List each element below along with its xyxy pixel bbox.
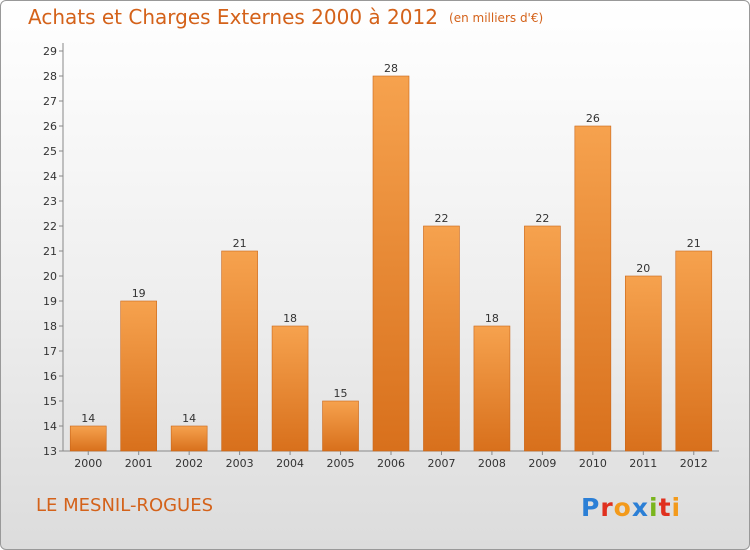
bar-value-label: 22 <box>535 212 549 225</box>
x-tick-label: 2010 <box>579 457 607 470</box>
bar-value-label: 26 <box>586 112 600 125</box>
bar <box>372 75 410 452</box>
y-tick-label: 15 <box>43 395 57 408</box>
commune-name: LE MESNIL-ROGUES <box>36 495 214 516</box>
y-tick-label: 23 <box>43 195 57 208</box>
y-tick-label: 14 <box>43 420 57 433</box>
y-tick-label: 25 <box>43 145 57 158</box>
bar-value-label: 21 <box>233 237 247 250</box>
bar-value-label: 19 <box>132 287 146 300</box>
bar-value-label: 18 <box>283 312 297 325</box>
bar-value-label: 20 <box>636 262 650 275</box>
logo-letter: o <box>613 493 632 522</box>
bar-value-label: 21 <box>687 237 701 250</box>
y-tick-label: 16 <box>43 370 57 383</box>
y-tick-label: 13 <box>43 445 57 458</box>
x-tick-label: 2011 <box>629 457 657 470</box>
bar <box>221 250 258 452</box>
bar-value-label: 15 <box>334 387 348 400</box>
y-tick-label: 24 <box>43 170 57 183</box>
x-tick-label: 2007 <box>427 457 455 470</box>
bar <box>625 275 662 452</box>
x-tick-label: 2005 <box>327 457 355 470</box>
proxiti-logo: Proxiti <box>581 493 681 522</box>
x-tick-label: 2003 <box>226 457 254 470</box>
bar <box>69 425 107 452</box>
logo-letter: x <box>631 493 649 522</box>
chart-title-unit: (en milliers d'€) <box>449 11 544 25</box>
logo-letter: t <box>658 493 672 522</box>
bar <box>675 250 713 452</box>
x-tick-label: 2009 <box>528 457 556 470</box>
bar <box>170 425 208 452</box>
x-tick-label: 2002 <box>175 457 203 470</box>
logo-letter: i <box>649 493 659 522</box>
x-tick-label: 2006 <box>377 457 405 470</box>
bar <box>120 300 157 452</box>
y-tick-label: 29 <box>43 45 57 58</box>
y-tick-label: 18 <box>43 320 57 333</box>
y-tick-label: 26 <box>43 120 57 133</box>
bar <box>473 325 511 452</box>
x-tick-label: 2004 <box>276 457 304 470</box>
x-tick-label: 2012 <box>680 457 708 470</box>
bar-value-label: 14 <box>81 412 95 425</box>
y-tick-label: 20 <box>43 270 57 283</box>
bar <box>423 225 460 452</box>
bar-value-label: 18 <box>485 312 499 325</box>
bar-value-label: 14 <box>182 412 196 425</box>
bar <box>574 125 612 452</box>
y-tick-label: 27 <box>43 95 57 108</box>
bar-value-label: 22 <box>434 212 448 225</box>
x-tick-label: 2001 <box>125 457 153 470</box>
chart-title-main: Achats et Charges Externes 2000 à 2012 <box>28 5 438 29</box>
chart-title: Achats et Charges Externes 2000 à 2012 (… <box>28 5 543 29</box>
y-tick-label: 22 <box>43 220 57 233</box>
logo-letter: r <box>600 493 614 522</box>
logo-letter: P <box>581 493 601 522</box>
logo-letter: i <box>671 493 682 522</box>
bar-value-label: 28 <box>384 62 398 75</box>
bar <box>322 400 359 452</box>
x-tick-label: 2008 <box>478 457 506 470</box>
bar <box>524 225 561 452</box>
y-tick-label: 28 <box>43 70 57 83</box>
x-tick-label: 2000 <box>74 457 102 470</box>
y-tick-label: 19 <box>43 295 57 308</box>
bar <box>271 325 309 452</box>
y-tick-label: 17 <box>43 345 57 358</box>
y-tick-label: 21 <box>43 245 57 258</box>
